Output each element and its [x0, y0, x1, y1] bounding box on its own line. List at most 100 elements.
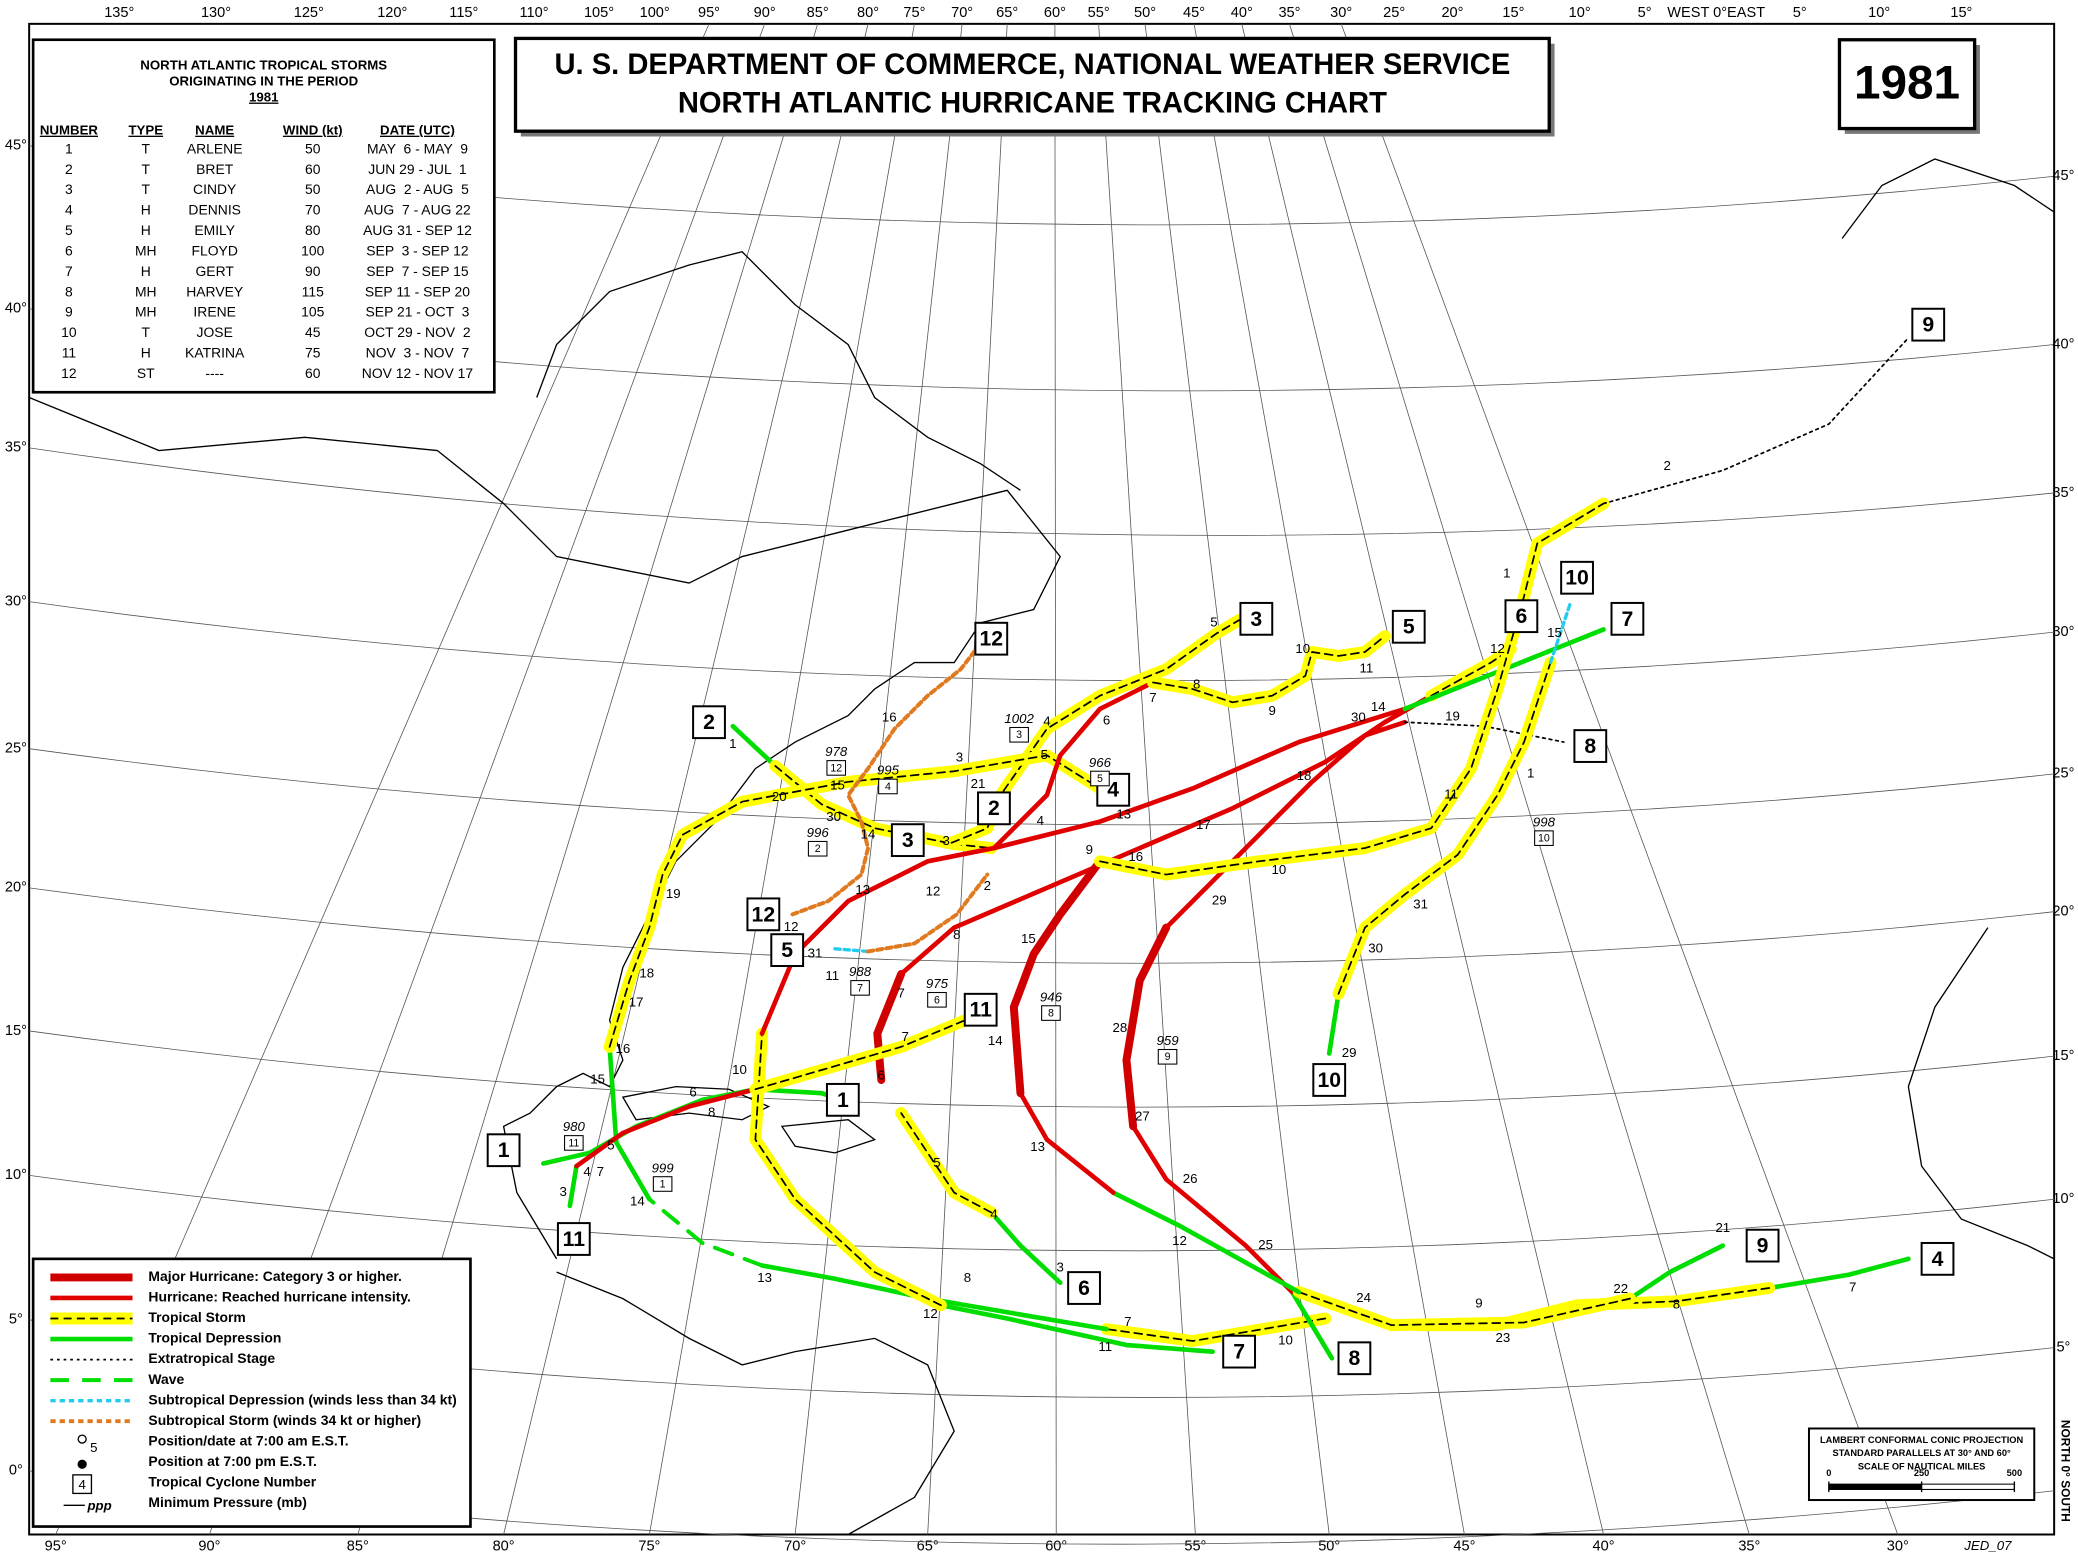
date-label: 12	[1172, 1233, 1187, 1248]
storm-number-box	[1312, 1063, 1347, 1097]
date-label: 28	[1112, 1020, 1127, 1035]
longitude-label-bottom: 45°	[1453, 1538, 1475, 1554]
legend-item: Tropical Cyclone Number	[148, 1473, 316, 1489]
projection-line: SCALE OF NAUTICAL MILES	[1858, 1461, 1986, 1471]
table-cell: MH	[135, 304, 157, 320]
meridian	[648, 23, 915, 1535]
longitude-label-bottom: 50°	[1318, 1538, 1340, 1554]
date-label: 2	[1663, 458, 1670, 473]
meridian	[1241, 23, 1604, 1535]
legend-symbol-label: 5	[90, 1440, 97, 1455]
meridian	[1193, 23, 1465, 1535]
longitude-label-top: 105°	[584, 5, 614, 21]
latitude-label-left: 15°	[5, 1023, 27, 1039]
date-label: 31	[1413, 897, 1428, 912]
longitude-label-top: 50°	[1134, 5, 1156, 21]
latitude-label-left: 0°	[9, 1463, 23, 1479]
storm-number-box	[974, 621, 1009, 656]
latitude-label-right: 30°	[2052, 624, 2074, 640]
storm-track-major	[873, 969, 906, 1084]
storm-track-ts	[900, 1112, 993, 1214]
storm-number: 11	[969, 999, 992, 1022]
storm-number-box	[1745, 1228, 1780, 1263]
date-label: 2	[984, 878, 991, 893]
date-label: 26	[1183, 1171, 1198, 1186]
storm-track-ts	[754, 1012, 982, 1091]
date-label: 9	[1269, 703, 1276, 718]
table-title: NORTH ATLANTIC TROPICAL STORMS	[140, 58, 387, 73]
date-label: 16	[615, 1041, 630, 1056]
longitude-label-top: 100°	[640, 5, 670, 21]
table-cell: 2	[65, 161, 73, 177]
africa-coast	[1907, 927, 2055, 1260]
date-label: 18	[1297, 768, 1312, 783]
date-label: 10	[1271, 862, 1286, 877]
table-cell: ----	[205, 365, 224, 381]
storm-number-box	[770, 933, 805, 968]
legend-item: Wave	[148, 1371, 184, 1387]
storm-number: 11	[563, 1228, 586, 1251]
legend-item: Subtropical Storm (winds 34 kt or higher…	[148, 1412, 421, 1428]
storm-number: 2	[988, 797, 1000, 820]
table-cell: BRET	[196, 161, 234, 177]
storm-number-box	[890, 823, 925, 858]
credit: JED_07	[1963, 1538, 2012, 1553]
legend-item: Hurricane: Reached hurricane intensity.	[148, 1289, 411, 1305]
date-label: 12	[926, 883, 941, 898]
meridian	[1054, 23, 1057, 1535]
latitude-label-left: 40°	[5, 301, 27, 317]
date-label: 4	[583, 1164, 590, 1179]
longitude-label-top: 45°	[1183, 5, 1205, 21]
date-label: 17	[1196, 817, 1211, 832]
date-label: 13	[1030, 1139, 1045, 1154]
minimum-pressure: 978	[825, 744, 848, 759]
storm-track-td	[1289, 1289, 1335, 1361]
north-america-coast	[28, 396, 1061, 1260]
storm-track-hurricane	[1130, 1124, 1295, 1295]
date-label: 7	[897, 985, 904, 1000]
date-label: 12	[923, 1306, 938, 1321]
table-title: 1981	[249, 90, 278, 105]
date-label: 19	[666, 886, 681, 901]
legend-symbol-label: 4	[78, 1477, 85, 1492]
table-cell: 7	[65, 263, 73, 279]
table-cell: 90	[305, 263, 321, 279]
pressure-storm-number: 1	[660, 1178, 666, 1190]
longitude-label-top: 120°	[377, 5, 407, 21]
pressure-storm-box	[826, 760, 847, 776]
hemisphere-note: NORTH 0° SOUTH	[2059, 1420, 2073, 1522]
pressure-storm-box	[1041, 1005, 1061, 1021]
longitude-label-top: 75°	[903, 5, 925, 21]
minimum-pressure: 1002	[1004, 711, 1034, 726]
latitude-label-right: 15°	[2052, 1048, 2074, 1064]
meridian	[1144, 23, 1330, 1535]
date-label: 10	[1278, 1333, 1293, 1348]
storm-number: 7	[1622, 608, 1634, 631]
longitude-label-top: 30°	[1330, 5, 1352, 21]
table-cell: 115	[302, 283, 324, 299]
longitude-label-bottom: 70°	[784, 1538, 806, 1554]
latitude-label-right: 20°	[2052, 904, 2074, 920]
date-label: 21	[1715, 1220, 1730, 1235]
longitude-label-bottom: 85°	[347, 1538, 369, 1554]
date-label: 16	[882, 710, 897, 725]
storm-track-td	[567, 1163, 579, 1209]
table-cell: NOV 3 - NOV 7	[366, 344, 470, 360]
date-label: 4	[990, 1207, 997, 1222]
table-cell: ST	[137, 365, 155, 381]
date-label: 3	[956, 749, 963, 764]
pressure-storm-box	[1090, 770, 1110, 787]
parallel	[29, 601, 2055, 682]
table-cell: SEP 21 - OCT 3	[366, 304, 470, 320]
longitude-label-top: 70°	[951, 5, 973, 21]
table-cell: H	[141, 344, 151, 360]
longitude-label-top: 40°	[1231, 5, 1253, 21]
table-cell: IRENE	[193, 304, 236, 320]
storm-number-box	[746, 897, 781, 932]
legend-box	[31, 1257, 472, 1528]
storm-number: 2	[703, 711, 715, 734]
table-cell: JUN 29 - JUL 1	[368, 161, 467, 177]
storm-track-td	[1326, 991, 1341, 1056]
storm-number: 12	[980, 628, 1004, 651]
date-label: 7	[901, 1029, 908, 1044]
